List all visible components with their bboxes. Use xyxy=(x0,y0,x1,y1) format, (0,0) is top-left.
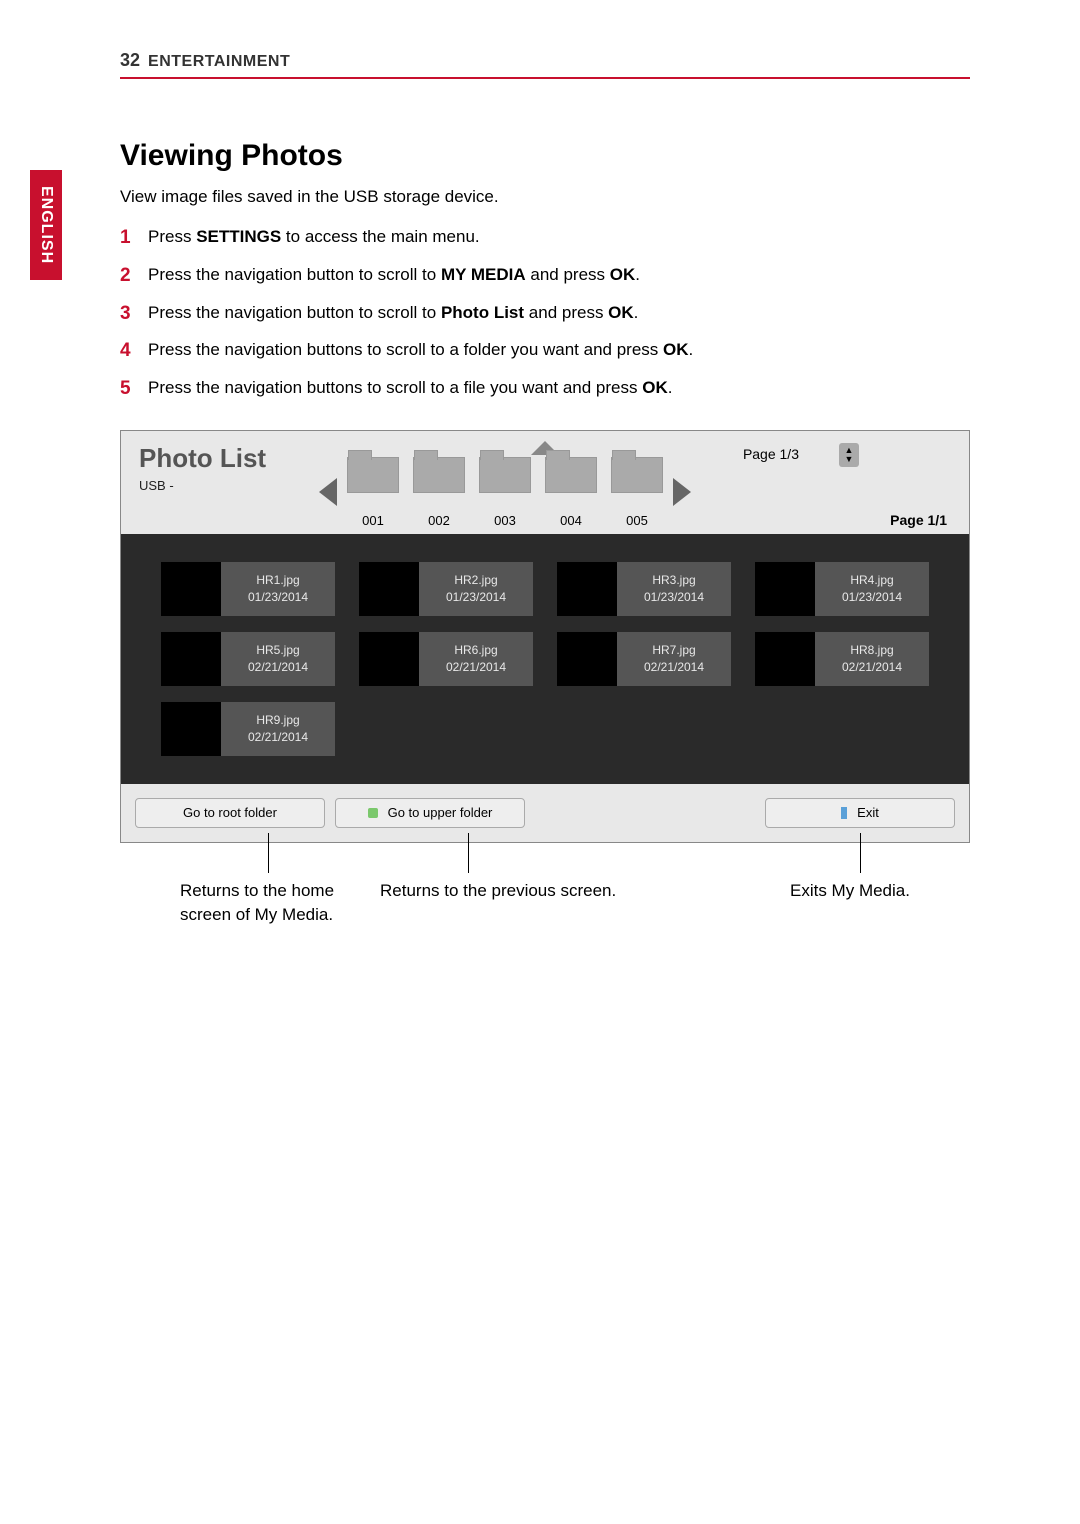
ui-top-panel: Page 1/3 ▲▼ Photo List USB - 00100200300… xyxy=(121,431,969,534)
folder-item[interactable]: 002 xyxy=(413,457,465,528)
return-icon xyxy=(368,808,378,818)
folder-label: 004 xyxy=(560,513,582,528)
photo-thumb-img xyxy=(557,632,617,686)
photo-grid: HR1.jpg01/23/2014 HR2.jpg01/23/2014 HR3.jp… xyxy=(121,534,969,784)
page-indicator-bottom: Page 1/1 xyxy=(890,512,947,528)
photo-thumb-meta: HR3.jpg01/23/2014 xyxy=(617,572,731,606)
folder-item[interactable]: 004 xyxy=(545,457,597,528)
callout-exit: Exits My Media. xyxy=(790,879,960,903)
photo-thumb-img xyxy=(359,562,419,616)
ui-mock: Page 1/3 ▲▼ Photo List USB - 00100200300… xyxy=(120,430,970,843)
photo-thumb-meta: HR6.jpg02/21/2014 xyxy=(419,642,533,676)
photo-thumb-meta: HR7.jpg02/21/2014 xyxy=(617,642,731,676)
callout-root: Returns to the home screen of My Media. xyxy=(180,879,370,927)
exit-button[interactable]: Exit xyxy=(765,798,955,828)
section-label: ENTERTAINMENT xyxy=(148,53,290,71)
arrow-left-icon[interactable] xyxy=(319,478,337,506)
photo-thumb[interactable]: HR8.jpg02/21/2014 xyxy=(755,632,929,686)
photo-thumb-img xyxy=(161,632,221,686)
language-tab: ENGLISH xyxy=(30,170,62,280)
go-upper-button[interactable]: Go to upper folder xyxy=(335,798,525,828)
step-item: Press the navigation buttons to scroll t… xyxy=(120,376,970,400)
ui-source: USB - xyxy=(139,478,319,493)
go-upper-label: Go to upper folder xyxy=(388,805,493,820)
photo-thumb[interactable]: HR5.jpg02/21/2014 xyxy=(161,632,335,686)
photo-thumb[interactable]: HR1.jpg01/23/2014 xyxy=(161,562,335,616)
folder-icon xyxy=(611,457,663,493)
folder-icon xyxy=(479,457,531,493)
photo-thumb[interactable]: HR6.jpg02/21/2014 xyxy=(359,632,533,686)
callout-root-text: Returns to the home screen of My Media. xyxy=(180,881,334,924)
language-tab-label: ENGLISH xyxy=(37,186,55,264)
header-rule xyxy=(120,77,970,79)
instruction-steps: Press SETTINGS to access the main menu. P… xyxy=(120,225,970,400)
folder-row: 001 002 003 004 005 xyxy=(347,457,663,528)
folder-item[interactable]: 005 xyxy=(611,457,663,528)
callouts: Returns to the home screen of My Media. … xyxy=(120,843,970,933)
photo-thumb[interactable]: HR4.jpg01/23/2014 xyxy=(755,562,929,616)
photo-thumb-meta: HR8.jpg02/21/2014 xyxy=(815,642,929,676)
ui-title: Photo List xyxy=(139,443,319,474)
step-item: Press the navigation buttons to scroll t… xyxy=(120,338,970,362)
photo-thumb[interactable]: HR9.jpg02/21/2014 xyxy=(161,702,335,756)
callout-upper-text: Returns to the previous screen. xyxy=(380,881,616,900)
intro-text: View image files saved in the USB storag… xyxy=(120,187,970,207)
folder-icon xyxy=(545,457,597,493)
folder-icon xyxy=(413,457,465,493)
photo-thumb-meta: HR2.jpg01/23/2014 xyxy=(419,572,533,606)
page-number: 32 xyxy=(120,50,140,71)
arrow-right-icon[interactable] xyxy=(673,478,691,506)
photo-thumb-img xyxy=(161,702,221,756)
page-header: 32 ENTERTAINMENT xyxy=(70,50,970,71)
step-item: Press the navigation button to scroll to… xyxy=(120,263,970,287)
ui-button-row: Go to root folder Go to upper folder Exi… xyxy=(121,784,969,842)
scroll-updown-icon[interactable]: ▲▼ xyxy=(839,443,859,467)
folder-item[interactable]: 003 xyxy=(479,457,531,528)
folder-label: 002 xyxy=(428,513,450,528)
callout-exit-text: Exits My Media. xyxy=(790,881,910,900)
photo-thumb[interactable]: HR7.jpg02/21/2014 xyxy=(557,632,731,686)
photo-thumb-meta: HR1.jpg01/23/2014 xyxy=(221,572,335,606)
folder-label: 003 xyxy=(494,513,516,528)
folder-label: 005 xyxy=(626,513,648,528)
photo-thumb-img xyxy=(557,562,617,616)
page-title: Viewing Photos xyxy=(120,139,970,173)
step-item: Press the navigation button to scroll to… xyxy=(120,301,970,325)
photo-thumb-img xyxy=(161,562,221,616)
photo-thumb[interactable]: HR3.jpg01/23/2014 xyxy=(557,562,731,616)
exit-label: Exit xyxy=(857,805,879,820)
folder-label: 001 xyxy=(362,513,384,528)
go-root-button[interactable]: Go to root folder xyxy=(135,798,325,828)
go-root-label: Go to root folder xyxy=(183,805,277,820)
photo-thumb-meta: HR5.jpg02/21/2014 xyxy=(221,642,335,676)
step-item: Press SETTINGS to access the main menu. xyxy=(120,225,970,249)
photo-thumb-meta: HR9.jpg02/21/2014 xyxy=(221,712,335,746)
page-indicator-top: Page 1/3 xyxy=(743,446,799,462)
photo-thumb-meta: HR4.jpg01/23/2014 xyxy=(815,572,929,606)
photo-thumb-img xyxy=(755,562,815,616)
photo-thumb-img xyxy=(359,632,419,686)
photo-thumb-img xyxy=(755,632,815,686)
exit-icon xyxy=(841,807,847,819)
callout-upper: Returns to the previous screen. xyxy=(380,879,670,903)
photo-thumb[interactable]: HR2.jpg01/23/2014 xyxy=(359,562,533,616)
folder-item[interactable]: 001 xyxy=(347,457,399,528)
folder-icon xyxy=(347,457,399,493)
